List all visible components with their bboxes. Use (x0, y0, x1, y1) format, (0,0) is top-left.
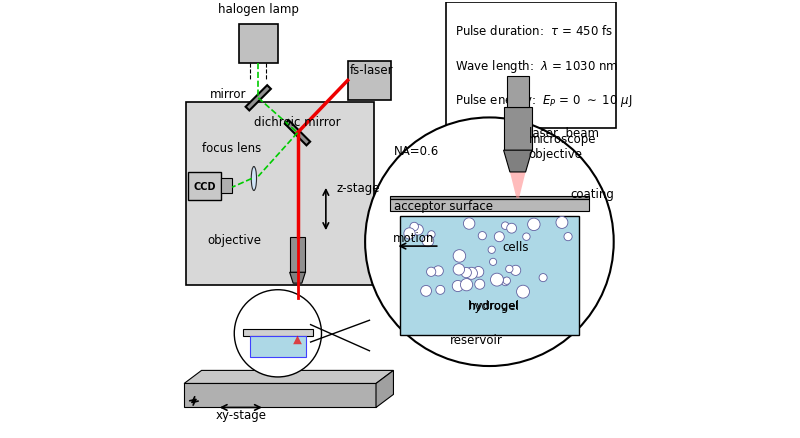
Circle shape (466, 268, 478, 280)
Circle shape (494, 232, 504, 242)
Circle shape (502, 223, 509, 230)
Circle shape (502, 278, 510, 286)
Polygon shape (509, 113, 526, 146)
Text: z-stage: z-stage (337, 181, 380, 194)
FancyBboxPatch shape (189, 173, 221, 201)
Text: microscope
objective: microscope objective (529, 132, 596, 160)
Text: acceptor surface: acceptor surface (394, 199, 494, 212)
Circle shape (488, 247, 495, 254)
Circle shape (506, 266, 513, 273)
FancyBboxPatch shape (390, 200, 589, 212)
Circle shape (426, 268, 436, 277)
Text: CCD: CCD (194, 181, 216, 191)
Polygon shape (285, 121, 310, 146)
Circle shape (478, 232, 486, 240)
Text: reservoir: reservoir (450, 333, 502, 346)
Text: xy-stage: xy-stage (215, 408, 266, 420)
FancyBboxPatch shape (503, 107, 532, 151)
Circle shape (452, 281, 463, 292)
Circle shape (413, 225, 423, 236)
FancyBboxPatch shape (390, 196, 589, 200)
Circle shape (461, 279, 473, 291)
Polygon shape (376, 371, 394, 407)
Circle shape (503, 277, 510, 285)
Circle shape (436, 286, 445, 295)
Text: halogen lamp: halogen lamp (218, 3, 298, 16)
Text: hydrogel: hydrogel (468, 299, 520, 312)
Text: dichroic mirror: dichroic mirror (254, 116, 341, 129)
Text: hydrogel: hydrogel (470, 300, 518, 311)
Circle shape (421, 286, 431, 297)
FancyBboxPatch shape (238, 25, 278, 64)
Text: NA=0.6: NA=0.6 (394, 144, 438, 157)
Circle shape (490, 259, 497, 266)
Polygon shape (246, 86, 271, 111)
Polygon shape (503, 151, 532, 173)
Polygon shape (510, 173, 526, 199)
FancyBboxPatch shape (250, 336, 306, 357)
Polygon shape (184, 371, 394, 384)
Circle shape (410, 223, 418, 231)
Text: motion: motion (393, 231, 434, 244)
FancyBboxPatch shape (290, 238, 306, 272)
Text: mirror: mirror (210, 88, 246, 101)
Circle shape (433, 266, 443, 276)
Circle shape (539, 274, 547, 282)
Circle shape (422, 236, 434, 247)
Circle shape (473, 267, 484, 278)
Text: objective: objective (207, 233, 262, 247)
Text: Pulse energy:  $E_P$ = 0 $\sim$ 10 $\mu$J: Pulse energy: $E_P$ = 0 $\sim$ 10 $\mu$J (455, 92, 633, 109)
Text: coating: coating (570, 188, 614, 201)
Polygon shape (184, 384, 376, 407)
Circle shape (490, 274, 503, 286)
FancyBboxPatch shape (186, 103, 374, 286)
Text: fs-laser: fs-laser (350, 64, 394, 77)
Circle shape (528, 219, 540, 231)
Circle shape (428, 231, 435, 239)
FancyBboxPatch shape (507, 77, 529, 107)
FancyBboxPatch shape (348, 62, 391, 101)
Text: focus lens: focus lens (202, 142, 261, 155)
Circle shape (404, 228, 415, 240)
Circle shape (517, 286, 530, 298)
Text: Pulse duration:  $\tau$ = 450 fs: Pulse duration: $\tau$ = 450 fs (455, 24, 614, 38)
Circle shape (365, 118, 614, 366)
Circle shape (564, 233, 572, 241)
Circle shape (510, 266, 521, 276)
Text: Wave length:  $\lambda$ = 1030 nm: Wave length: $\lambda$ = 1030 nm (455, 57, 619, 74)
FancyBboxPatch shape (400, 216, 579, 335)
FancyBboxPatch shape (243, 330, 313, 336)
Polygon shape (290, 272, 306, 283)
Circle shape (453, 264, 465, 276)
FancyBboxPatch shape (221, 178, 232, 194)
Circle shape (453, 250, 466, 263)
Circle shape (522, 233, 530, 241)
Polygon shape (293, 336, 302, 344)
Circle shape (506, 224, 517, 233)
Text: cells: cells (502, 240, 529, 253)
FancyBboxPatch shape (446, 3, 616, 129)
Circle shape (463, 218, 475, 230)
Circle shape (234, 290, 322, 377)
Ellipse shape (251, 167, 257, 191)
Circle shape (461, 268, 471, 278)
Circle shape (556, 217, 568, 229)
Text: laser  beam: laser beam (529, 127, 598, 140)
Circle shape (474, 279, 485, 290)
